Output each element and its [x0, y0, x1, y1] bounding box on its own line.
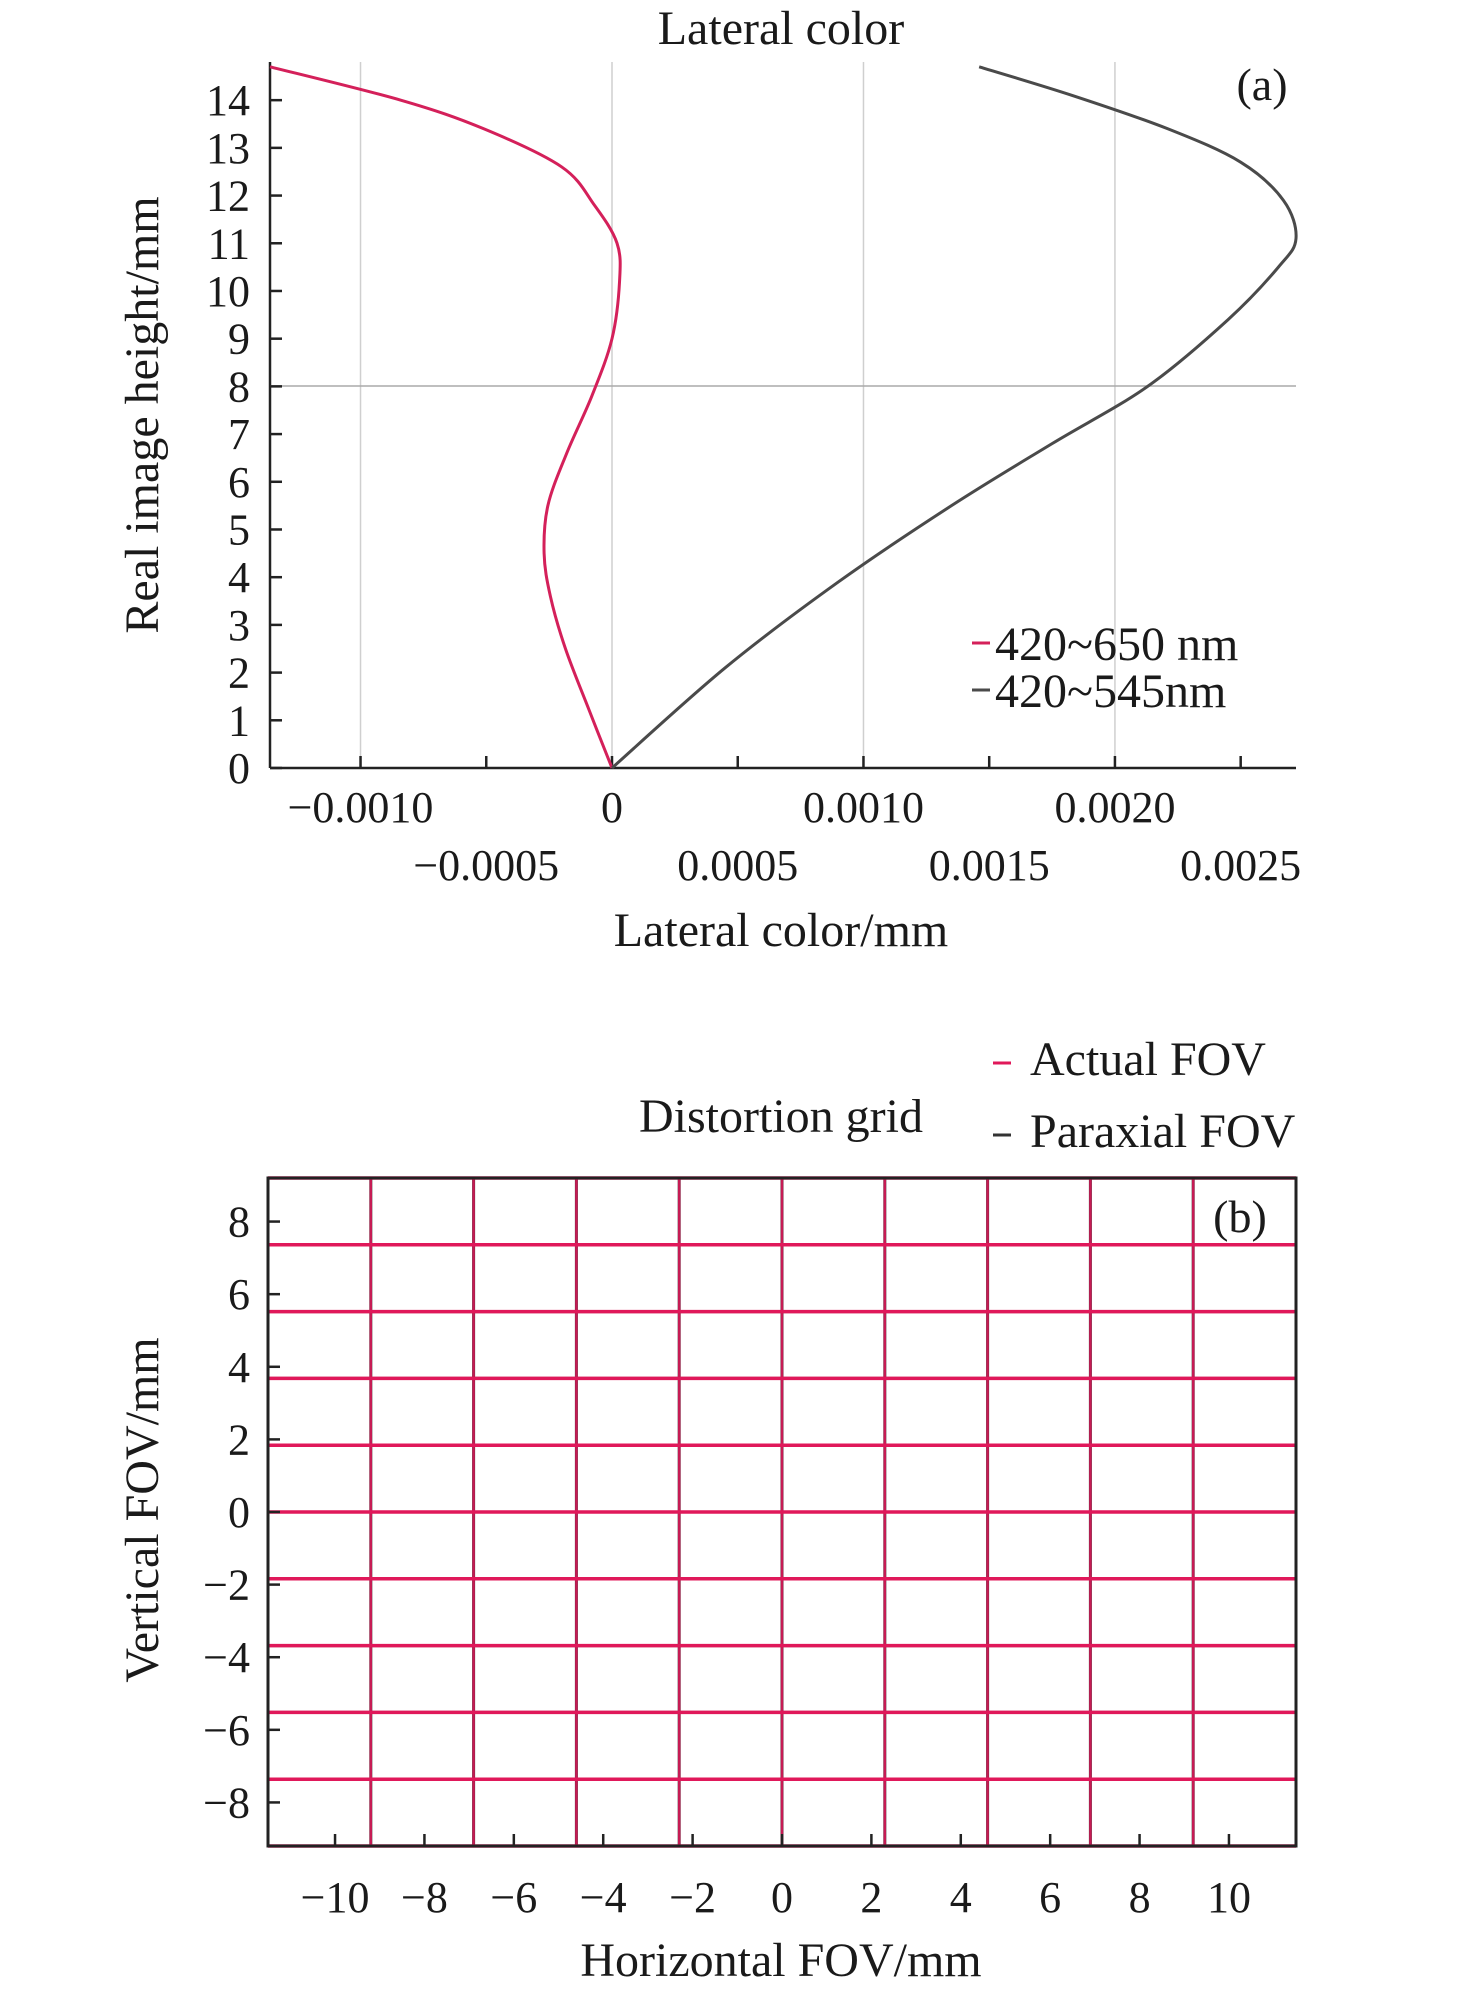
chart-b-y-tick-label: 8: [228, 1198, 250, 1247]
chart-b-x-tick-label: −4: [580, 1873, 627, 1922]
chart-a-legend: 420~650 nm 420~545nm: [972, 618, 1238, 718]
chart-a-series-line-2: [611, 65, 1298, 770]
chart-b-x-tick-label: 4: [950, 1873, 972, 1922]
distortion-grid-chart: Distortion grid Actual FOV Paraxial FOV …: [116, 1033, 1298, 1987]
chart-a-x-tick-label-upper: 0.0020: [1054, 783, 1175, 832]
chart-b-x-tick-label: −10: [301, 1873, 370, 1922]
chart-a-y-tick-label: 7: [228, 410, 250, 459]
chart-a-grid: [359, 62, 1116, 768]
chart-b-x-tick-label: 10: [1207, 1873, 1251, 1922]
chart-a-y-tick-label: 4: [228, 553, 250, 602]
chart-b-y-tick-label: 6: [228, 1270, 250, 1319]
chart-a-y-tick-label: 1: [228, 696, 250, 745]
lateral-color-chart: Lateral color −0.0010 0 0.0010 0.0020 −0.000…: [116, 2, 1301, 957]
chart-b-x-tick-label: 0: [771, 1873, 793, 1922]
chart-b-distortion-lines: [266, 1176, 1298, 1848]
chart-a-series-line-1: [269, 65, 622, 769]
chart-b-panel-label: (b): [1213, 1191, 1267, 1242]
chart-a-x-tick-label-lower: 0.0025: [1180, 841, 1301, 890]
chart-a-x-tick-label-upper: −0.0010: [288, 783, 434, 832]
chart-a-y-tick-label: 8: [228, 362, 250, 411]
chart-a-x-label: Lateral color/mm: [614, 904, 949, 957]
legend-b-label-2: Paraxial FOV: [1030, 1105, 1296, 1158]
chart-b-x-tick-label: −6: [490, 1873, 537, 1922]
chart-b-x-label: Horizontal FOV/mm: [580, 1934, 981, 1987]
legend-b-label-1: Actual FOV: [1030, 1033, 1266, 1086]
legend-a-label-1: 420~650 nm: [995, 618, 1238, 671]
chart-b-y-tick-label: −6: [203, 1706, 250, 1755]
chart-a-y-tick-label: 11: [208, 219, 250, 268]
chart-b-x-ticks: −10 −8 −6 −4 −2 0 2 4 6 8 10: [301, 1834, 1251, 1922]
chart-a-y-tick-label: 13: [206, 124, 250, 173]
chart-b-x-tick-label: 6: [1039, 1873, 1061, 1922]
chart-b-y-tick-label: 4: [228, 1343, 250, 1392]
chart-a-panel-label: (a): [1236, 59, 1287, 110]
chart-b-y-label: Vertical FOV/mm: [116, 1337, 169, 1682]
chart-b-legend: Actual FOV Paraxial FOV: [993, 1033, 1296, 1158]
chart-a-x-tick-label-upper: 0: [601, 783, 623, 832]
chart-a-y-tick-label: 6: [228, 458, 250, 507]
chart-a-y-tick-label: 3: [228, 601, 250, 650]
chart-a-series: [269, 65, 1298, 770]
chart-b-y-tick-label: 2: [228, 1415, 250, 1464]
chart-b-y-ticks: 8 6 4 2 0 −2 −4 −6 −8: [203, 1198, 280, 1827]
chart-b-x-tick-label: 8: [1129, 1873, 1151, 1922]
chart-b-x-tick-label: −8: [401, 1873, 448, 1922]
chart-a-x-tick-label-lower: −0.0005: [413, 841, 559, 890]
chart-b-y-tick-label: 0: [228, 1488, 250, 1537]
chart-a-y-tick-label: 10: [206, 267, 250, 316]
chart-a-y-tick-label: 12: [206, 172, 250, 221]
chart-a-y-tick-label: 0: [228, 744, 250, 793]
legend-a-label-2: 420~545nm: [995, 665, 1226, 718]
chart-b-y-tick-label: −2: [203, 1561, 250, 1610]
chart-a-y-tick-label: 2: [228, 649, 250, 698]
chart-a-title: Lateral color: [658, 2, 905, 55]
chart-a-y-tick-label: 14: [206, 76, 250, 125]
chart-b-x-tick-label: 2: [860, 1873, 882, 1922]
chart-a-x-ticks: −0.0010 0 0.0010 0.0020 −0.0005 0.0005 0.0015 0…: [288, 756, 1301, 890]
chart-b-title: Distortion grid: [639, 1090, 923, 1143]
chart-a-y-tick-label: 9: [228, 315, 250, 364]
chart-b-x-tick-label: −2: [669, 1873, 716, 1922]
chart-a-x-tick-label-lower: 0.0005: [677, 841, 798, 890]
chart-a-y-tick-label: 5: [228, 505, 250, 554]
chart-a-x-tick-label-lower: 0.0015: [929, 841, 1050, 890]
chart-a-y-label: Real image height/mm: [116, 196, 169, 633]
chart-b-y-tick-label: −8: [203, 1778, 250, 1827]
chart-b-y-tick-label: −4: [203, 1633, 250, 1682]
chart-a-x-tick-label-upper: 0.0010: [803, 783, 924, 832]
